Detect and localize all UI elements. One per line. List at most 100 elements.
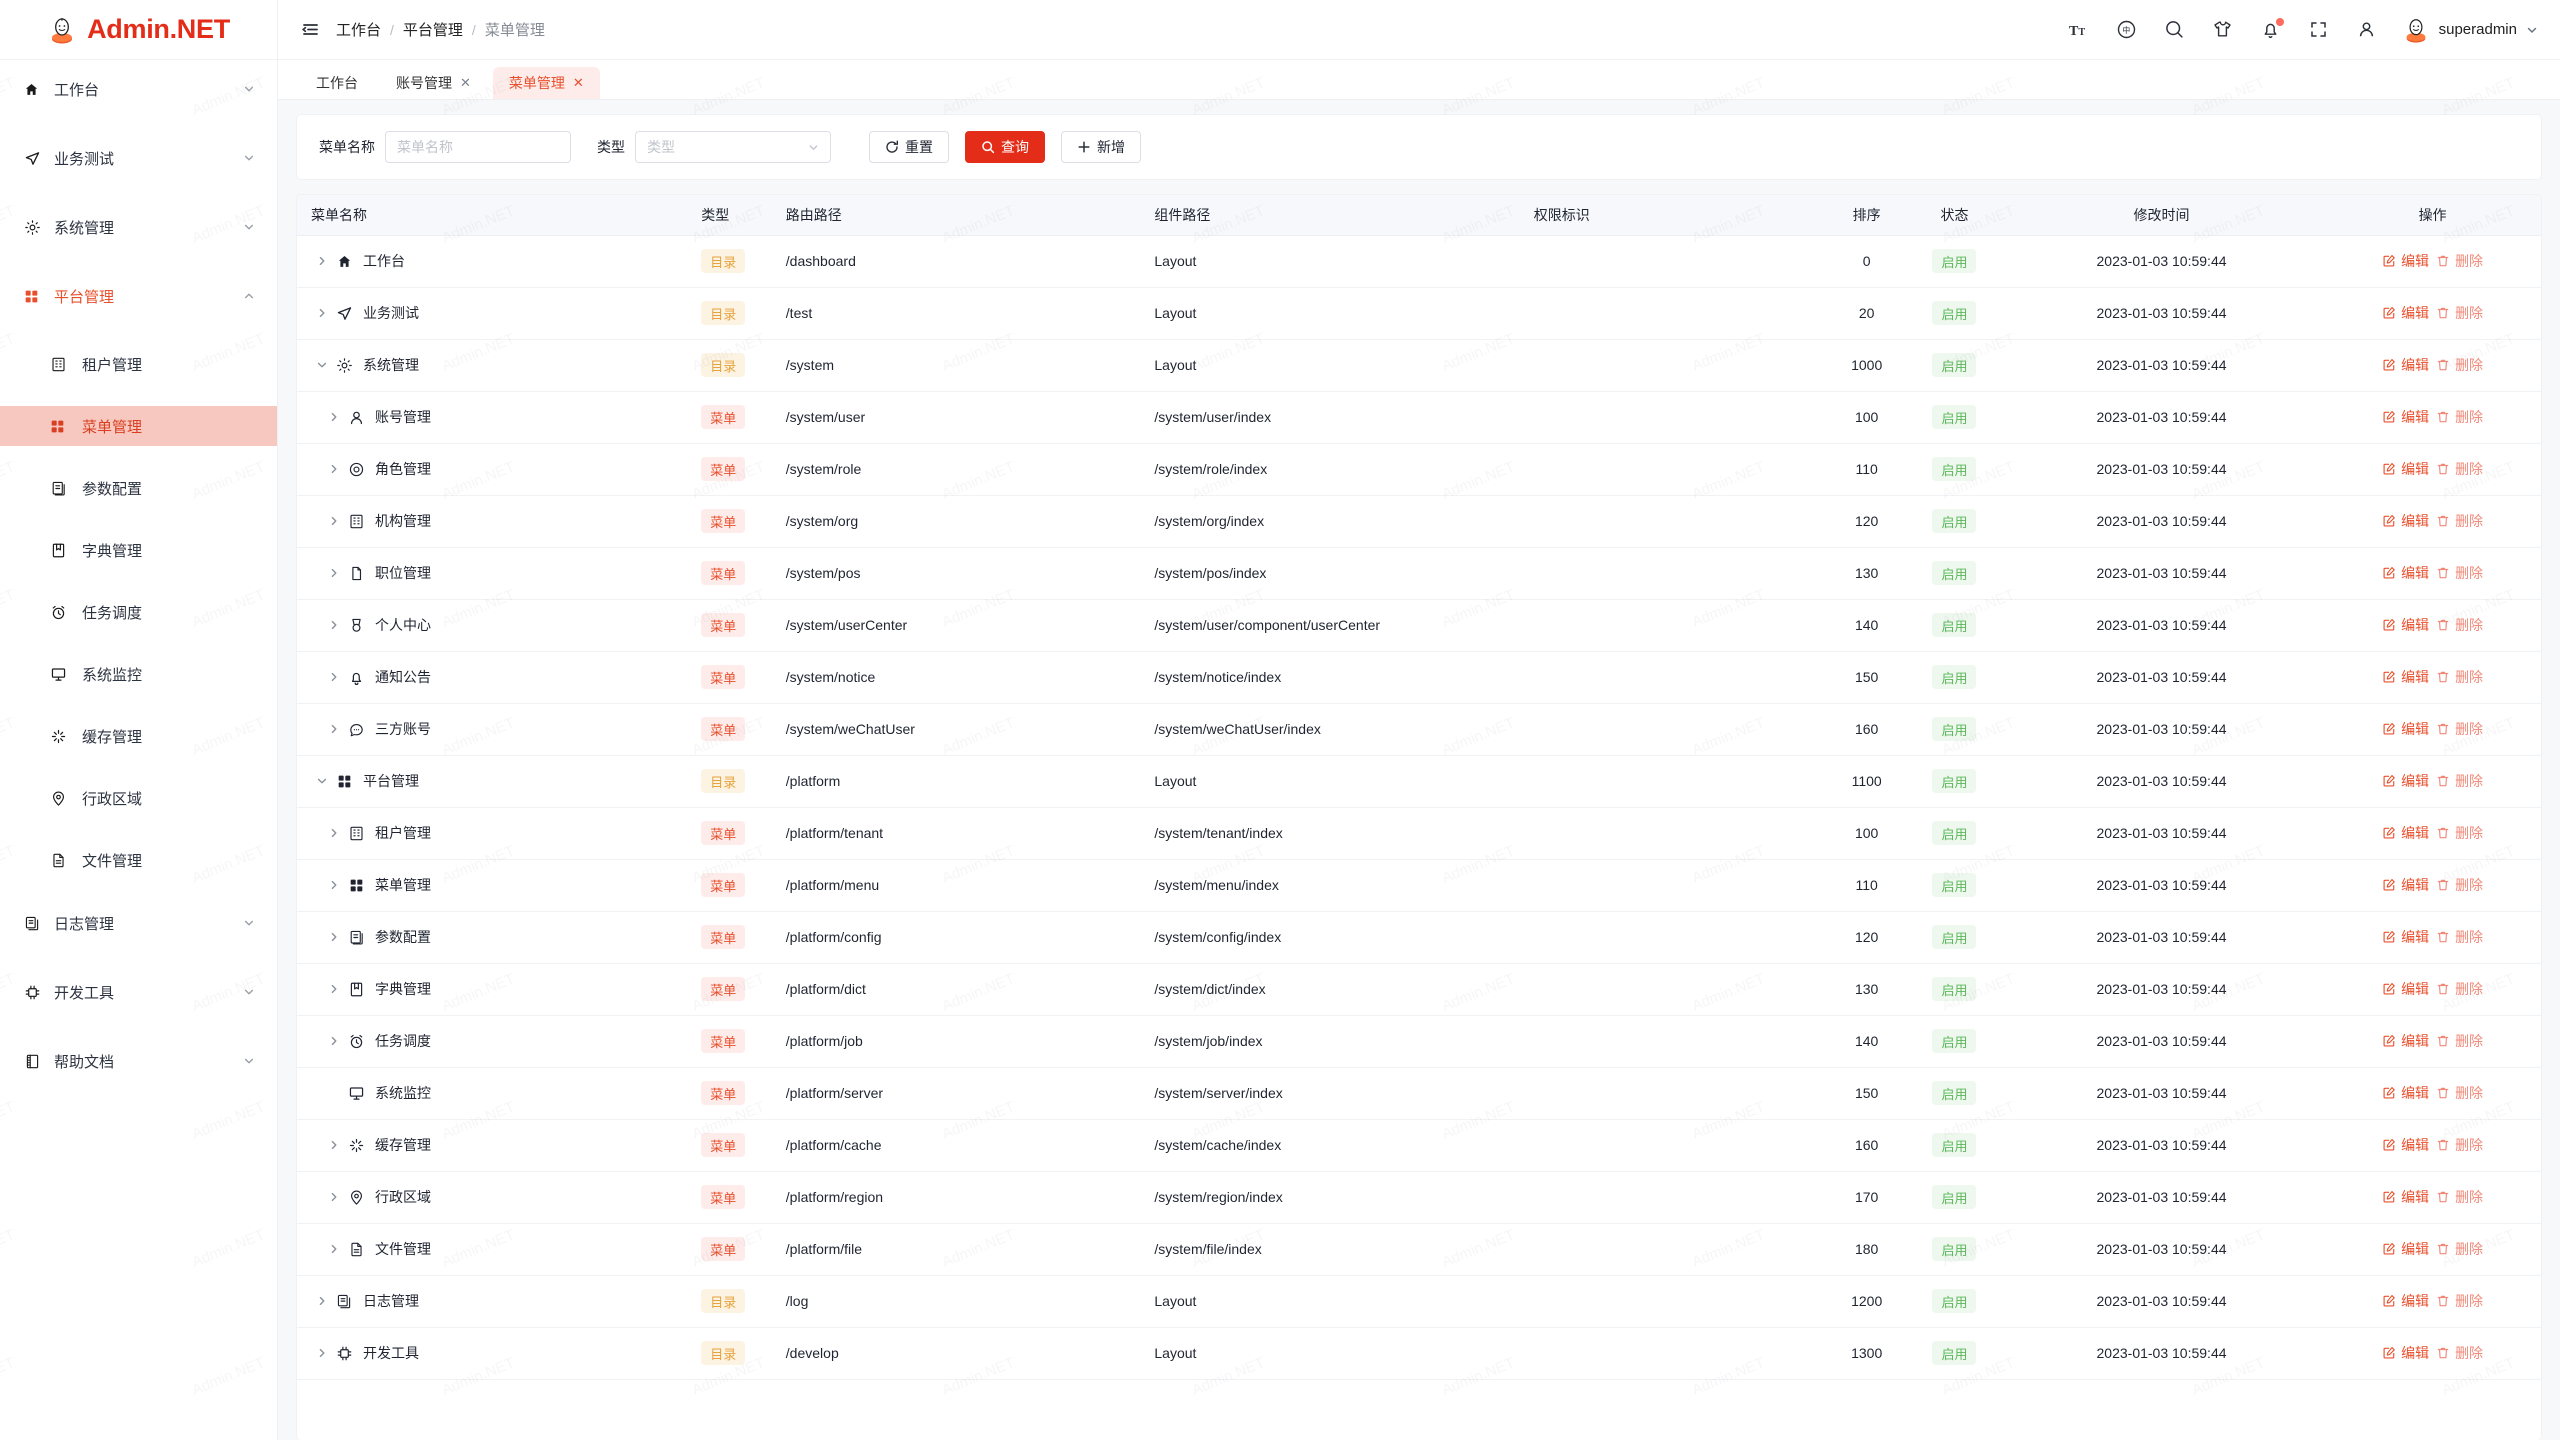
- delete-action[interactable]: 删除: [2436, 771, 2483, 791]
- edit-action[interactable]: 编辑: [2382, 615, 2429, 635]
- chevron-right-icon[interactable]: [323, 1139, 345, 1151]
- chevron-right-icon[interactable]: [323, 723, 345, 735]
- table-row[interactable]: 行政区域 菜单/platform/region/system/region/ind…: [297, 1171, 2541, 1224]
- delete-action[interactable]: 删除: [2436, 875, 2483, 895]
- sidebar-item-1[interactable]: 业务测试: [0, 137, 277, 179]
- close-icon[interactable]: ✕: [460, 75, 471, 90]
- close-icon[interactable]: ✕: [572, 75, 584, 90]
- sidebar-item-2[interactable]: 系统管理: [0, 206, 277, 248]
- edit-action[interactable]: 编辑: [2382, 1135, 2429, 1155]
- sidebar-item-11[interactable]: 行政区域: [0, 778, 277, 818]
- chevron-right-icon[interactable]: [323, 671, 345, 683]
- delete-action[interactable]: 删除: [2436, 251, 2483, 271]
- delete-action[interactable]: 删除: [2436, 1135, 2483, 1155]
- font-size-icon[interactable]: T T: [2068, 19, 2090, 41]
- edit-action[interactable]: 编辑: [2382, 355, 2429, 375]
- chevron-right-icon[interactable]: [323, 1243, 345, 1255]
- table-row[interactable]: 参数配置 菜单/platform/config/system/config/ind…: [297, 911, 2541, 964]
- table-row[interactable]: 系统监控 菜单/platform/server/system/server/ind…: [297, 1067, 2541, 1120]
- user-icon[interactable]: [2356, 19, 2378, 41]
- menu-collapse-icon[interactable]: [296, 16, 324, 44]
- table-row[interactable]: 账号管理 菜单/system/user/system/user/index 100 启…: [297, 391, 2541, 444]
- user-menu[interactable]: superadmin: [2402, 16, 2538, 44]
- table-row[interactable]: 租户管理 菜单/platform/tenant/system/tenant/ind…: [297, 807, 2541, 860]
- table-row[interactable]: 三方账号 菜单/system/weChatUser/system/weChatUs…: [297, 703, 2541, 756]
- edit-action[interactable]: 编辑: [2382, 303, 2429, 323]
- delete-action[interactable]: 删除: [2436, 719, 2483, 739]
- edit-action[interactable]: 编辑: [2382, 1031, 2429, 1051]
- delete-action[interactable]: 删除: [2436, 979, 2483, 999]
- sidebar-item-8[interactable]: 任务调度: [0, 592, 277, 632]
- chevron-down-icon[interactable]: [243, 221, 255, 233]
- edit-action[interactable]: 编辑: [2382, 667, 2429, 687]
- chevron-right-icon[interactable]: [323, 1191, 345, 1203]
- table-row[interactable]: 菜单管理 菜单/platform/menu/system/menu/index 11…: [297, 859, 2541, 912]
- table-row[interactable]: 系统管理 目录/system Layout 1000 启用 2023-01-03 10:5…: [297, 339, 2541, 392]
- edit-action[interactable]: 编辑: [2382, 823, 2429, 843]
- edit-action[interactable]: 编辑: [2382, 875, 2429, 895]
- sidebar-item-4[interactable]: 租户管理: [0, 344, 277, 384]
- delete-action[interactable]: 删除: [2436, 563, 2483, 583]
- edit-action[interactable]: 编辑: [2382, 511, 2429, 531]
- edit-action[interactable]: 编辑: [2382, 1291, 2429, 1311]
- add-button[interactable]: 新增: [1061, 131, 1141, 163]
- chevron-down-icon[interactable]: [243, 1055, 255, 1067]
- sidebar-item-5[interactable]: 菜单管理: [0, 406, 277, 446]
- sidebar-item-15[interactable]: 帮助文档: [0, 1040, 277, 1082]
- table-row[interactable]: 任务调度 菜单/platform/job/system/job/index 140 启…: [297, 1015, 2541, 1068]
- chevron-right-icon[interactable]: [323, 827, 345, 839]
- edit-action[interactable]: 编辑: [2382, 563, 2429, 583]
- chevron-right-icon[interactable]: [323, 463, 345, 475]
- delete-action[interactable]: 删除: [2436, 1239, 2483, 1259]
- delete-action[interactable]: 删除: [2436, 459, 2483, 479]
- table-row[interactable]: 文件管理 菜单/platform/file/system/file/index 18…: [297, 1223, 2541, 1276]
- delete-action[interactable]: 删除: [2436, 511, 2483, 531]
- table-row[interactable]: 机构管理 菜单/system/org/system/org/index 120 启用 2…: [297, 495, 2541, 548]
- delete-action[interactable]: 删除: [2436, 667, 2483, 687]
- edit-action[interactable]: 编辑: [2382, 1343, 2429, 1363]
- chevron-right-icon[interactable]: [323, 619, 345, 631]
- delete-action[interactable]: 删除: [2436, 303, 2483, 323]
- table-row[interactable]: 个人中心 菜单/system/userCenter/system/user/com…: [297, 599, 2541, 652]
- search-icon[interactable]: [2164, 19, 2186, 41]
- sidebar-item-9[interactable]: 系统监控: [0, 654, 277, 694]
- tab-0[interactable]: 工作台: [300, 67, 374, 99]
- delete-action[interactable]: 删除: [2436, 1343, 2483, 1363]
- edit-action[interactable]: 编辑: [2382, 1239, 2429, 1259]
- delete-action[interactable]: 删除: [2436, 355, 2483, 375]
- edit-action[interactable]: 编辑: [2382, 251, 2429, 271]
- query-button[interactable]: 查询: [965, 131, 1045, 163]
- reset-button[interactable]: 重置: [869, 131, 949, 163]
- type-select[interactable]: 类型: [635, 131, 831, 163]
- chevron-down-icon[interactable]: [311, 359, 333, 371]
- delete-action[interactable]: 删除: [2436, 823, 2483, 843]
- edit-action[interactable]: 编辑: [2382, 979, 2429, 999]
- delete-action[interactable]: 删除: [2436, 1083, 2483, 1103]
- sidebar-item-10[interactable]: 缓存管理: [0, 716, 277, 756]
- chevron-right-icon[interactable]: [323, 567, 345, 579]
- table-row[interactable]: 开发工具 目录/develop Layout 1300 启用 2023-01-03 10:…: [297, 1327, 2541, 1380]
- sidebar-item-14[interactable]: 开发工具: [0, 971, 277, 1013]
- chevron-right-icon[interactable]: [311, 1347, 333, 1359]
- theme-shirt-icon[interactable]: [2212, 19, 2234, 41]
- chevron-right-icon[interactable]: [323, 879, 345, 891]
- edit-action[interactable]: 编辑: [2382, 771, 2429, 791]
- language-icon[interactable]: 中: [2116, 19, 2138, 41]
- delete-action[interactable]: 删除: [2436, 615, 2483, 635]
- tab-2[interactable]: 菜单管理 ✕: [492, 67, 600, 99]
- delete-action[interactable]: 删除: [2436, 1187, 2483, 1207]
- table-row[interactable]: 字典管理 菜单/platform/dict/system/dict/index 13…: [297, 963, 2541, 1016]
- edit-action[interactable]: 编辑: [2382, 927, 2429, 947]
- sidebar-item-6[interactable]: 参数配置: [0, 468, 277, 508]
- sidebar-item-12[interactable]: 文件管理: [0, 840, 277, 880]
- sidebar-item-13[interactable]: 日志管理: [0, 902, 277, 944]
- chevron-down-icon[interactable]: [243, 83, 255, 95]
- sidebar-item-3[interactable]: 平台管理: [0, 275, 277, 317]
- table-row[interactable]: 业务测试 目录/test Layout 20 启用 2023-01-03 10:59:44…: [297, 287, 2541, 340]
- notification-icon[interactable]: [2260, 17, 2284, 41]
- edit-action[interactable]: 编辑: [2382, 407, 2429, 427]
- table-row[interactable]: 职位管理 菜单/system/pos/system/pos/index 130 启用 2…: [297, 547, 2541, 600]
- chevron-right-icon[interactable]: [323, 983, 345, 995]
- breadcrumb-item-1[interactable]: 平台管理: [402, 22, 463, 39]
- chevron-right-icon[interactable]: [311, 1295, 333, 1307]
